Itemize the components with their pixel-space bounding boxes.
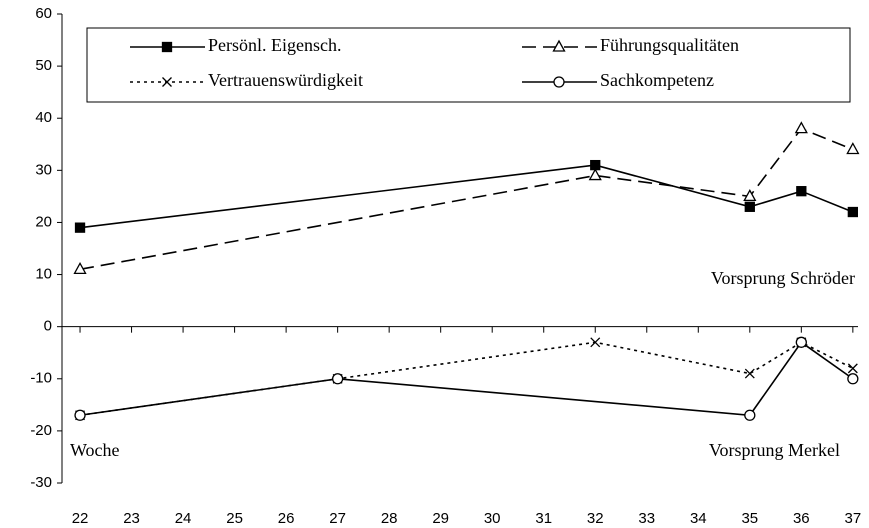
y-tick-label: 20 [35, 213, 52, 230]
series-line [79, 341, 854, 417]
y-tick-label: 60 [35, 5, 52, 22]
y-tick-label: 50 [35, 57, 52, 74]
y-tick-label: 10 [35, 266, 52, 283]
x-tick-label: 27 [329, 510, 346, 527]
y-tick-label: -20 [30, 422, 52, 439]
x-tick-label: 30 [484, 510, 501, 527]
y-tick-label: 30 [35, 161, 52, 178]
x-tick-label: 25 [226, 510, 243, 527]
marker [74, 409, 86, 421]
x-tick-label: 29 [432, 510, 449, 527]
marker [847, 363, 858, 374]
marker [744, 409, 756, 421]
y-tick-label: 0 [44, 318, 52, 335]
legend-label: Führungsqualitäten [600, 35, 739, 55]
x-tick-label: 33 [638, 510, 655, 527]
marker [744, 201, 755, 212]
marker [588, 168, 602, 181]
series-line [79, 127, 854, 271]
legend-marker [552, 39, 566, 52]
marker [795, 336, 807, 348]
x-tick-label: 31 [535, 510, 552, 527]
legend-label: Sachkompetenz [600, 70, 714, 90]
legend-label: Persönl. Eigensch. [208, 35, 341, 55]
x-tick-label: 22 [72, 510, 89, 527]
marker [794, 121, 808, 134]
marker [590, 337, 601, 348]
x-tick-label: 26 [278, 510, 295, 527]
marker [331, 373, 344, 385]
legend-box [86, 27, 851, 103]
x-tick-label: 32 [587, 510, 604, 527]
annotation: Vorsprung Schröder [711, 268, 855, 288]
series-line [79, 341, 854, 417]
annotation: Vorsprung Merkel [709, 440, 840, 460]
marker [743, 189, 757, 202]
marker [74, 222, 86, 233]
legend-marker [553, 76, 565, 88]
x-tick-label: 28 [381, 510, 398, 527]
x-tick-label: 24 [175, 510, 192, 527]
y-tick-label: -30 [30, 474, 52, 491]
x-tick-label: 23 [123, 510, 140, 527]
marker [847, 206, 858, 218]
x-axis-label: Woche [70, 440, 120, 460]
y-tick-label: -10 [30, 370, 52, 387]
x-tick-label: 36 [793, 510, 810, 527]
marker [744, 368, 755, 379]
x-tick-label: 35 [741, 510, 758, 527]
legend-marker [161, 41, 173, 53]
marker [796, 186, 807, 197]
series-line [79, 164, 854, 229]
legend-label: Vertrauenswürdigkeit [208, 70, 363, 90]
x-tick-label: 34 [690, 510, 707, 527]
legend-marker [162, 77, 172, 87]
marker [847, 373, 859, 385]
marker [73, 261, 87, 274]
marker [846, 142, 860, 155]
y-tick-label: 40 [35, 109, 52, 126]
x-tick-label: 37 [845, 510, 862, 527]
